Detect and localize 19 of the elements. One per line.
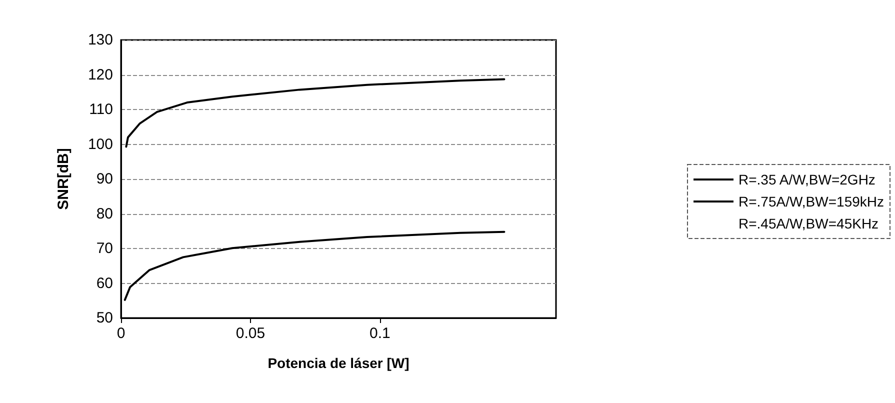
x-tick-label: 0 — [116, 325, 126, 342]
y-tick-label: 90 — [96, 170, 113, 188]
x-axis-title: Potencia de láser [W] — [268, 355, 410, 371]
legend-label: R=.35 A/W,BW=2GHz — [738, 172, 876, 188]
line-series — [124, 230, 506, 301]
line-series — [125, 78, 506, 148]
y-tick-label: 70 — [96, 240, 113, 257]
y-tick-label: 110 — [89, 101, 113, 118]
text: R=.45A/W,BW=45KHz — [738, 216, 879, 232]
y-tick-label: 100 — [88, 136, 113, 153]
legend-label: R=.75A/W,BW=159kHz — [738, 194, 884, 210]
y-axis-title: SNR[dB] — [55, 148, 72, 210]
y-tick-label: 50 — [96, 310, 113, 326]
y-tick-label: 60 — [96, 274, 113, 292]
x-tick-label: 0.05 — [236, 325, 266, 342]
y-tick-label: 120 — [88, 66, 113, 84]
y-tick-label: 80 — [96, 205, 113, 222]
y-tick-label: 130 — [88, 32, 113, 48]
x-tick-label: 0.1 — [370, 325, 390, 342]
